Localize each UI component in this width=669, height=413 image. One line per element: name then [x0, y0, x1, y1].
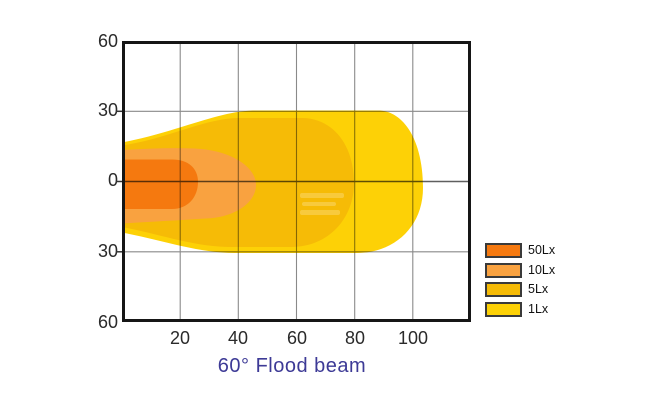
legend-item-1lx: 1Lx	[485, 301, 555, 317]
x-tick-label: 40	[227, 328, 249, 348]
legend-swatch-icon	[485, 243, 522, 258]
y-axis-ticks	[116, 110, 122, 253]
legend-item-5lx: 5Lx	[485, 282, 555, 297]
grid-lines	[122, 41, 471, 322]
legend-label: 10Lx	[528, 262, 556, 277]
y-tick-label: 60	[97, 31, 118, 51]
beam-pattern-plot	[116, 41, 471, 322]
y-tick-label: 60	[97, 312, 118, 332]
x-tick-label: 60	[286, 328, 308, 348]
watermark	[300, 193, 344, 215]
legend-label: 5Lx	[528, 282, 549, 296]
y-tick-label: 0	[107, 170, 118, 190]
legend-item-50lx: 50Lx	[485, 243, 555, 258]
x-tick-label: 100	[397, 328, 429, 348]
y-tick-label: 30	[97, 100, 118, 120]
legend-swatch-icon	[485, 282, 522, 297]
legend-swatch-icon	[485, 262, 522, 278]
x-tick-label: 20	[169, 328, 191, 348]
legend-label: 50Lx	[528, 243, 556, 257]
legend-swatch-icon	[485, 301, 522, 317]
plot-border	[122, 41, 471, 322]
legend: 50Lx 10Lx 5Lx 1Lx	[485, 243, 555, 321]
legend-label: 1Lx	[528, 301, 549, 316]
y-tick-label: 30	[97, 241, 118, 261]
chart-title: 60° Flood beam	[217, 355, 367, 377]
x-tick-label: 80	[344, 328, 366, 348]
legend-item-10lx: 10Lx	[485, 262, 556, 278]
beam-area-50lx	[122, 159, 198, 209]
